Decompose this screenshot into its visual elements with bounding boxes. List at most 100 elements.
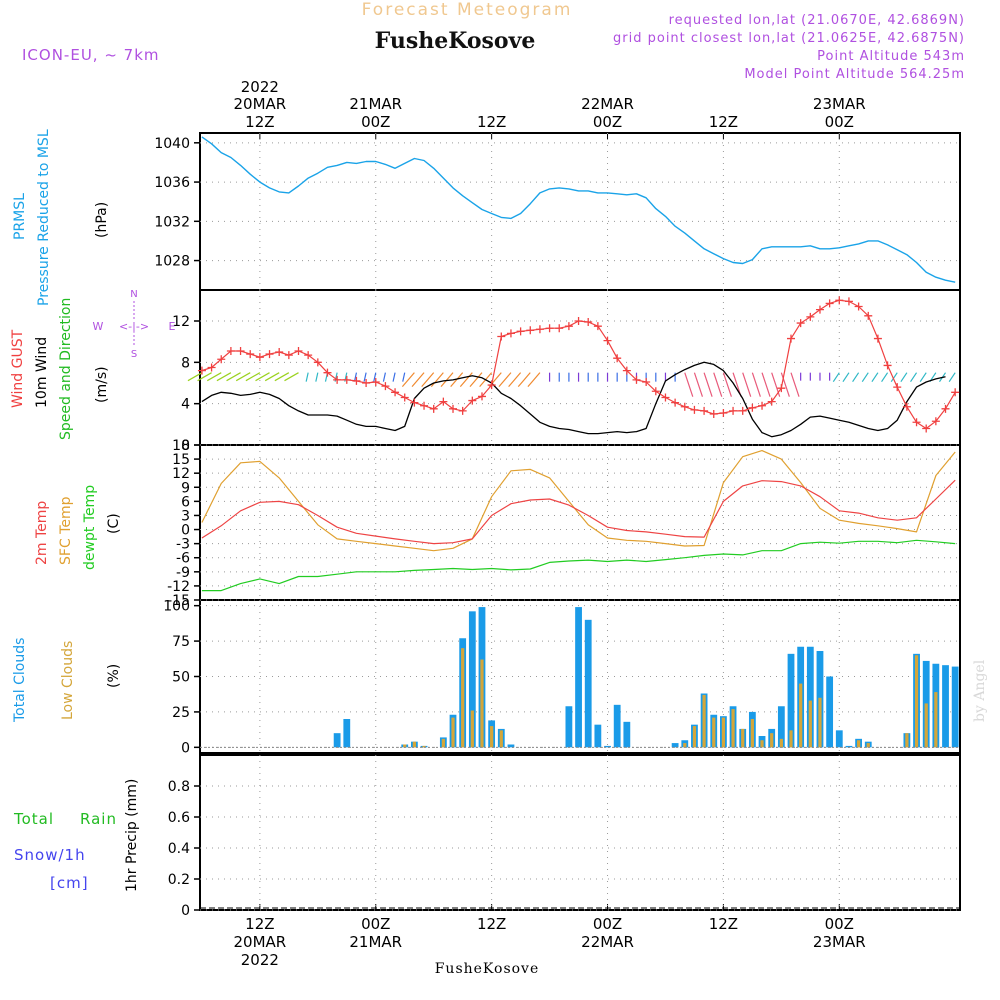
gust-marker [255, 353, 264, 362]
y-tick-label: 25 [172, 705, 190, 721]
cloud-unit: (%) [106, 664, 122, 688]
total-cloud-bar [951, 666, 959, 748]
wind-direction-arrow [910, 372, 918, 382]
bottom-time-label: 12Z [477, 915, 506, 933]
y-tick-label: 100 [163, 599, 190, 615]
gust-marker [439, 397, 448, 406]
gust-marker [700, 406, 709, 415]
precip-snow-unit: [cm] [50, 874, 89, 892]
bottom-time-label: 12Z [709, 915, 738, 933]
gust-marker [912, 418, 921, 427]
precip-panel [199, 754, 961, 911]
wind-direction-arrow [363, 372, 367, 382]
low-cloud-bar [490, 726, 494, 748]
gust-marker [864, 311, 873, 320]
gust-marker [854, 302, 863, 311]
pressure-panel [199, 132, 961, 291]
compass-s: S [131, 349, 137, 360]
wind-direction-arrow [790, 372, 800, 397]
plot-series [188, 137, 960, 748]
gust-marker [835, 296, 844, 305]
y-tick-label: 0 [181, 523, 190, 539]
gust-marker [680, 402, 689, 411]
low-cloud-bar [818, 697, 822, 748]
gust-marker [516, 327, 525, 336]
gust-marker [207, 363, 216, 372]
top-time-label: 00Z [593, 113, 622, 131]
wind-direction-arrow [900, 372, 908, 382]
gust-marker [284, 351, 293, 360]
low-cloud-bar [770, 733, 774, 748]
total-cloud-bar [507, 744, 515, 748]
gust-marker [951, 388, 960, 397]
compass-mid: <-|-> [119, 320, 149, 333]
wind-direction-arrow [197, 372, 212, 382]
wind-dir-label: Speed and Direction [58, 298, 74, 440]
faded-title: Forecast Meteogram [362, 0, 573, 20]
gust-marker [468, 396, 477, 405]
wind-direction-arrow [881, 372, 889, 382]
total-cloud-bar [787, 653, 795, 748]
wind-direction-arrow [842, 372, 850, 382]
wind-direction-arrow [264, 372, 280, 382]
gust-marker [941, 404, 950, 413]
pressure-label-prmsl: PRMSL [12, 193, 28, 240]
low-cloud-bar [857, 740, 861, 748]
pressure-label-long: Pressure Reduced to MSL [36, 129, 52, 306]
top-time-label: 2022 [241, 78, 279, 96]
gust-marker [236, 346, 245, 355]
bottom-time-label: 2022 [241, 951, 279, 969]
top-time-label: 21MAR [349, 95, 402, 113]
low-cloud-bar [441, 738, 445, 748]
gust-marker [487, 381, 496, 390]
wind-direction-arrow [713, 372, 723, 397]
precip-snow-label: Snow/1h [14, 846, 86, 864]
top-time-label: 12Z [709, 113, 738, 131]
wind-direction-arrow [890, 372, 898, 382]
compass-w: W [93, 320, 104, 333]
total-cloud-bar [584, 619, 592, 748]
top-time-label: 22MAR [581, 95, 634, 113]
y-tick-label: 8 [181, 355, 190, 371]
total-cloud-bar [613, 704, 621, 748]
y-tick-label: 1040 [154, 136, 190, 152]
gust-marker [873, 334, 882, 343]
top-time-label: 23MAR [813, 95, 866, 113]
gust-marker [497, 332, 506, 341]
gust-marker [545, 324, 554, 333]
temp-2m-label: 2m Temp [34, 501, 50, 565]
y-tick-label: 12 [172, 466, 190, 482]
low-clouds-label: Low Clouds [60, 641, 76, 720]
low-cloud-bar [692, 726, 697, 748]
gust-marker [642, 377, 651, 386]
y-tick-label: 18 [172, 438, 190, 454]
wind-direction-arrow [373, 372, 377, 382]
gust-marker [709, 410, 718, 418]
gust-marker [352, 376, 361, 385]
gust-marker [922, 424, 931, 433]
low-cloud-bar [760, 740, 764, 748]
bottom-time-label: 00Z [593, 915, 622, 933]
y-tick-label: -15 [167, 593, 190, 609]
low-cloud-bar [403, 744, 407, 748]
wind-direction-arrow [392, 372, 396, 382]
gust-marker [323, 368, 332, 377]
gust-marker [555, 324, 564, 333]
low-cloud-bar [750, 719, 754, 748]
y-tick-label: 4 [181, 397, 190, 413]
wind-direction-arrow [832, 372, 840, 382]
temp-unit: (C) [106, 513, 122, 534]
low-cloud-bar [721, 717, 726, 748]
gust-marker [767, 397, 776, 406]
gust-marker [526, 326, 535, 335]
gust-marker [902, 402, 911, 411]
wind-direction-arrow [751, 372, 761, 397]
temp-dew-label: dewpt Temp [82, 485, 98, 570]
point-altitude: Point Altitude 543m [817, 49, 965, 64]
top-time-label: 20MAR [234, 95, 287, 113]
y-tick-label: 0.2 [168, 872, 190, 888]
gust-marker [758, 401, 767, 410]
wind-direction-arrow [684, 372, 694, 397]
pressure-unit: (hPa) [94, 202, 110, 238]
